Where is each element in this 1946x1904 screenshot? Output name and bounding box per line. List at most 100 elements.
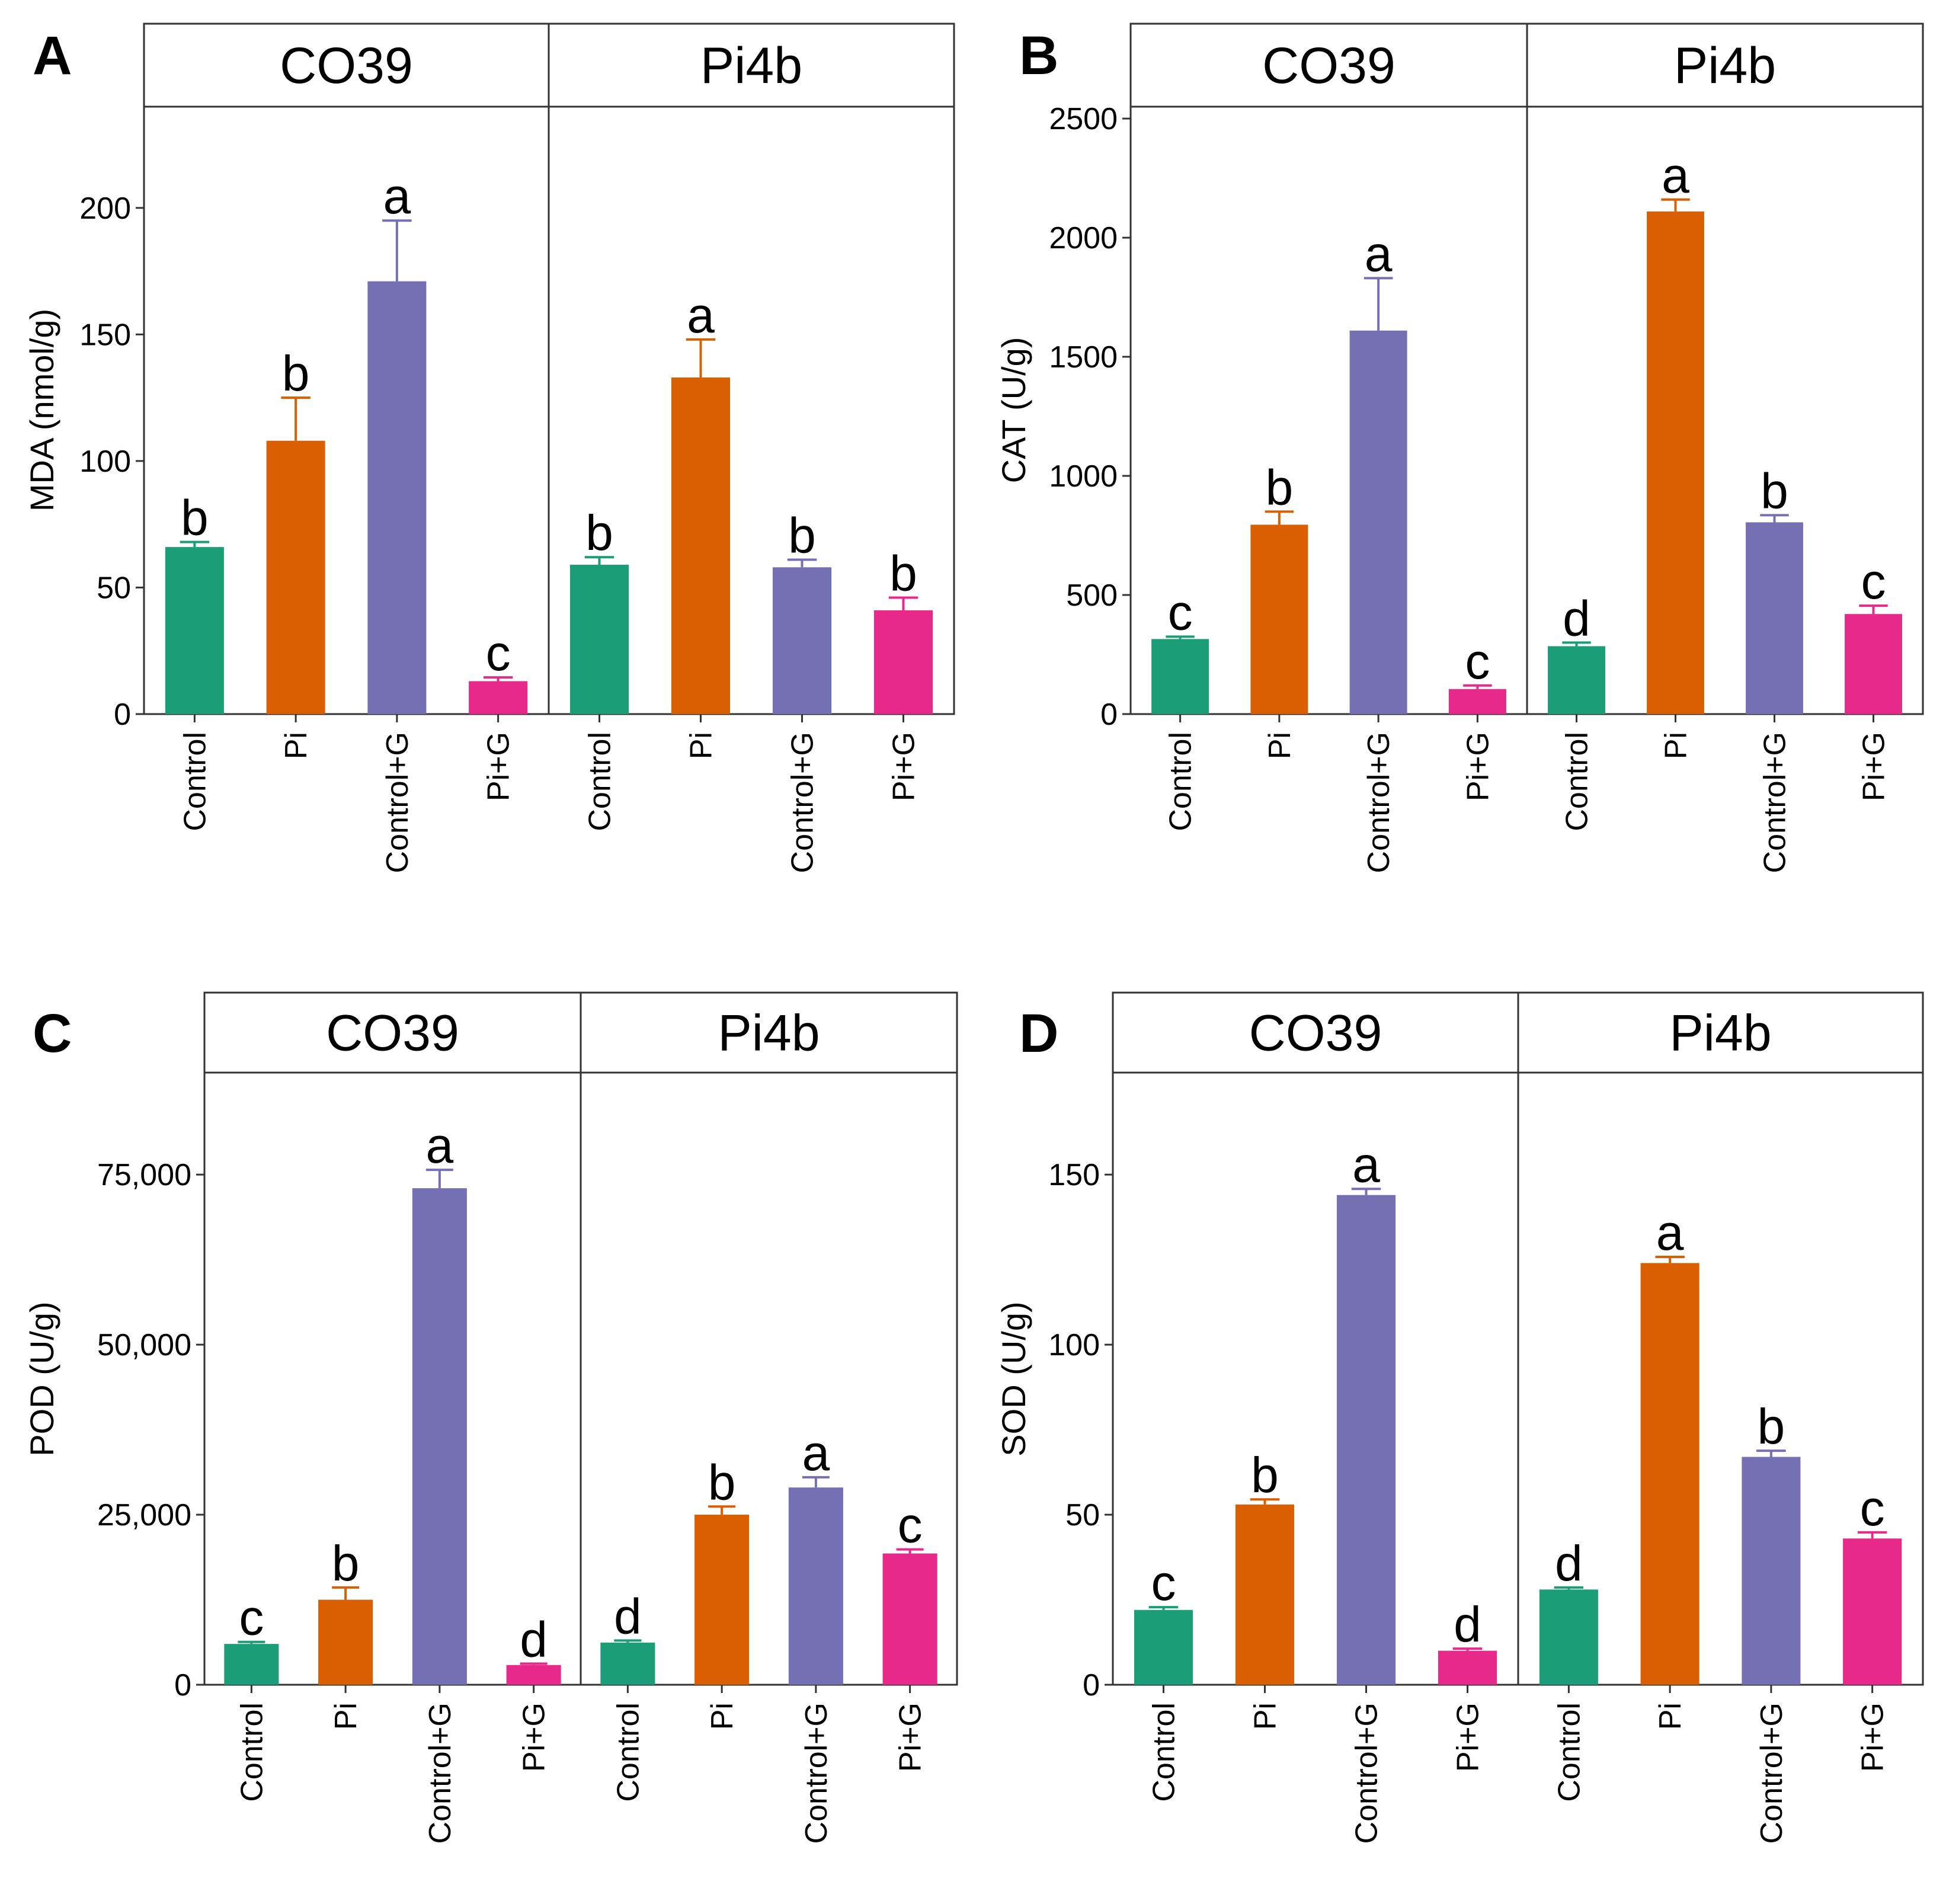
y-axis-label: CAT (U/g) bbox=[995, 337, 1032, 484]
y-tick-label: 500 bbox=[1066, 578, 1118, 613]
facet-title: Pi4b bbox=[718, 1005, 820, 1062]
significance-letter: a bbox=[383, 168, 411, 224]
bar-pi bbox=[694, 1515, 750, 1685]
significance-letter: c bbox=[1860, 1480, 1885, 1536]
bar-pi-plus-g bbox=[506, 1665, 561, 1685]
bar-pi-plus-g bbox=[873, 610, 933, 714]
significance-letter: a bbox=[802, 1425, 830, 1481]
bar-pi bbox=[266, 440, 325, 714]
significance-letter: c bbox=[1168, 584, 1193, 640]
bar-pi bbox=[1640, 1263, 1699, 1685]
y-tick-label: 2000 bbox=[1049, 221, 1118, 255]
significance-letter: d bbox=[1563, 590, 1590, 646]
chart-panel-d: D SOD (U/g) 0 50 100 150 CO39 c Control b Pi a Contr… bbox=[995, 991, 1924, 1844]
significance-letter: a bbox=[687, 287, 715, 343]
facet-title: CO39 bbox=[280, 37, 413, 94]
x-tick-label: Pi bbox=[279, 732, 313, 759]
significance-letter: b bbox=[708, 1454, 736, 1510]
bar-control-plus-g bbox=[367, 281, 427, 714]
significance-letter: c bbox=[898, 1497, 923, 1553]
facet-co39: CO39 b Control b Pi a Control+G c Pi+G bbox=[143, 23, 550, 873]
bar-control bbox=[600, 1642, 655, 1685]
significance-letter: b bbox=[1251, 1447, 1279, 1503]
facet-strip bbox=[580, 991, 958, 1074]
x-tick-label: Pi bbox=[1653, 1703, 1688, 1730]
bar-pi-plus-g bbox=[1448, 689, 1506, 714]
bar-pi-plus-g bbox=[882, 1553, 937, 1685]
x-tick-label: Pi+G bbox=[1857, 732, 1891, 801]
x-tick-label: Pi+G bbox=[894, 1703, 928, 1772]
significance-letter: d bbox=[520, 1611, 548, 1667]
bar-pi bbox=[1250, 524, 1308, 714]
facet-pi4b: Pi4b d Control a Pi b Control+G c Pi+G bbox=[1517, 991, 1924, 1844]
y-tick-label: 50,000 bbox=[97, 1328, 191, 1362]
x-tick-label: Control bbox=[1560, 732, 1595, 831]
x-tick-label: Pi+G bbox=[1451, 1703, 1486, 1772]
x-tick-label: Control+G bbox=[1758, 732, 1793, 873]
significance-letter: b bbox=[585, 505, 613, 561]
panel-letter: C bbox=[33, 1003, 72, 1064]
bar-control-plus-g bbox=[788, 1487, 843, 1685]
facet-pi4b: Pi4b d Control a Pi b Control+G c Pi+G bbox=[1526, 23, 1924, 873]
y-axis-label: POD (U/g) bbox=[23, 1301, 60, 1456]
significance-letter: b bbox=[282, 345, 310, 401]
significance-letter: c bbox=[239, 1590, 264, 1646]
panel-letter: A bbox=[33, 25, 72, 86]
plot-border bbox=[1526, 105, 1924, 715]
x-tick-label: Pi bbox=[1659, 732, 1694, 759]
y-tick-label: 0 bbox=[1083, 1668, 1100, 1703]
significance-letter: c bbox=[1465, 633, 1490, 689]
facet-strip bbox=[1517, 991, 1924, 1074]
x-tick-label: Pi bbox=[1263, 732, 1297, 759]
y-tick-label: 100 bbox=[1048, 1328, 1100, 1362]
bar-pi bbox=[1235, 1504, 1295, 1685]
facet-title: CO39 bbox=[326, 1005, 459, 1062]
y-tick-label: 0 bbox=[1100, 697, 1118, 732]
significance-letter: c bbox=[1861, 553, 1886, 609]
x-tick-label: Control+G bbox=[1362, 732, 1396, 873]
y-tick-label: 2500 bbox=[1049, 102, 1118, 136]
x-tick-label: Pi bbox=[684, 732, 719, 759]
y-tick-label: 0 bbox=[114, 697, 131, 732]
bar-control bbox=[569, 565, 629, 714]
y-tick-label: 200 bbox=[79, 191, 131, 226]
y-axis-label: MDA (nmol/g) bbox=[23, 309, 60, 511]
y-tick-label: 1500 bbox=[1049, 340, 1118, 375]
significance-letter: b bbox=[181, 490, 209, 546]
plot-border bbox=[548, 105, 955, 715]
x-tick-label: Control bbox=[1147, 1703, 1182, 1802]
x-tick-label: Control bbox=[583, 732, 617, 831]
significance-letter: b bbox=[1266, 459, 1294, 515]
y-tick-label: 25,000 bbox=[97, 1498, 191, 1532]
x-tick-label: Pi+G bbox=[887, 732, 921, 801]
facet-co39: CO39 c Control b Pi a Control+G d Pi+G bbox=[1112, 991, 1519, 1844]
bar-pi bbox=[318, 1599, 373, 1685]
x-tick-label: Pi bbox=[705, 1703, 740, 1730]
facet-pi4b: Pi4b b Control a Pi b Control+G b Pi+G bbox=[548, 23, 955, 873]
facet-co39: CO39 c Control b Pi a Control+G c Pi+G bbox=[1129, 23, 1528, 873]
y-tick-label: 75,000 bbox=[97, 1158, 191, 1192]
chart-panel-c: C POD (U/g) 0 25,000 50,000 75,000 CO39 c Contro… bbox=[23, 991, 958, 1844]
x-tick-label: Control+G bbox=[380, 732, 415, 873]
panel-letter: B bbox=[1019, 25, 1058, 86]
facet-strip bbox=[143, 23, 550, 108]
significance-letter: b bbox=[332, 1535, 360, 1591]
x-tick-label: Control+G bbox=[786, 732, 820, 873]
y-axis-label: SOD (U/g) bbox=[995, 1301, 1032, 1456]
significance-letter: c bbox=[1151, 1555, 1176, 1611]
significance-letter: c bbox=[486, 625, 511, 681]
bar-control bbox=[224, 1644, 279, 1685]
facet-title: Pi4b bbox=[1674, 37, 1776, 94]
bar-control bbox=[1151, 639, 1209, 714]
bar-control-plus-g bbox=[1349, 330, 1407, 714]
bar-control-plus-g bbox=[1746, 522, 1803, 714]
significance-letter: a bbox=[1365, 226, 1393, 281]
bar-pi bbox=[671, 377, 731, 714]
bar-pi-plus-g bbox=[469, 681, 528, 714]
x-tick-label: Control bbox=[235, 1703, 269, 1802]
bar-control bbox=[1134, 1609, 1193, 1685]
facet-title: CO39 bbox=[1262, 37, 1396, 94]
x-tick-label: Control+G bbox=[1755, 1703, 1789, 1844]
panel-letter: D bbox=[1019, 1003, 1058, 1064]
